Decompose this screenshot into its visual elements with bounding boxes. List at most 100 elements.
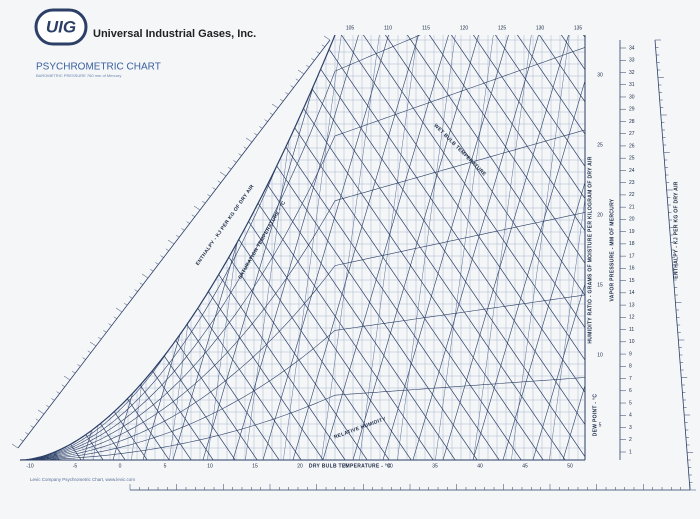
scale-tick (51, 398, 55, 401)
scale-tick (321, 44, 325, 48)
vapor-pressure-tick-label: 2 (629, 437, 632, 443)
vapor-pressure-tick-label: 7 (629, 376, 632, 382)
scale-tick (311, 58, 315, 61)
scale-tick (259, 126, 263, 129)
dry-bulb-tick-label: 20 (297, 463, 303, 469)
top-tick-label: 105 (346, 25, 355, 31)
grid-line (357, 35, 419, 460)
vapor-pressure-tick-label: 18 (629, 241, 635, 247)
humidity-tick-label: 20 (597, 212, 603, 218)
grid-line (379, 35, 511, 460)
grid-line (395, 35, 457, 460)
scale-tick (25, 432, 29, 435)
dry-bulb-tick-label: 10 (207, 463, 213, 469)
vapor-pressure-label: VAPOR PRESSURE - MM OF MERCURY (609, 198, 615, 301)
scale-tick (202, 200, 206, 204)
top-tick-label: 115 (422, 25, 430, 31)
scale-tick (89, 341, 97, 347)
scale-tick (37, 409, 45, 415)
dry-bulb-tick-label: 5 (164, 463, 167, 469)
grid-line (359, 35, 585, 460)
vapor-pressure-tick-label: 20 (629, 217, 635, 223)
dry-bulb-tick-label: -5 (73, 463, 78, 469)
vapor-pressure-tick-label: 9 (629, 351, 632, 357)
scale-tick (165, 248, 169, 252)
relative-humidity-curve (20, 294, 585, 460)
dry-bulb-tick-label: 15 (252, 463, 258, 469)
scale-tick (11, 443, 19, 449)
dry-bulb-tick-label: 35 (432, 463, 438, 469)
saturation-curve (19, 34, 336, 461)
relative-humidity-curve (20, 47, 585, 460)
vapor-pressure-tick-label: 24 (629, 168, 635, 174)
logo-ring (34, 8, 88, 46)
dry-bulb-label: DRY BULB TEMPERATURE - °C (309, 463, 391, 469)
scale-tick (98, 336, 102, 340)
vapor-pressure-tick-label: 32 (629, 70, 635, 76)
scale-tick (191, 214, 195, 218)
vapor-pressure-tick-label: 23 (629, 180, 635, 186)
grid-line (491, 35, 585, 460)
vapor-pressure-tick-label: 13 (629, 302, 635, 308)
scale-tick (228, 166, 232, 170)
humidity-tick-label: 30 (597, 72, 603, 78)
grid-line (319, 35, 451, 460)
scale-tick (176, 234, 180, 238)
footer: Levic Company Psychrometric Chart, www.l… (30, 477, 135, 482)
grid-line (547, 35, 585, 460)
scale-tick (115, 307, 123, 313)
dry-bulb-tick-label: 0 (119, 463, 122, 469)
scale-tick (129, 296, 133, 299)
scale-tick (269, 112, 273, 116)
vapor-pressure-tick-label: 1 (629, 449, 632, 455)
vapor-pressure-tick-label: 33 (629, 58, 635, 64)
scale-tick (323, 35, 331, 41)
scale-tick (113, 316, 117, 320)
relative-humidity-curve (20, 35, 585, 460)
scale-tick (193, 205, 201, 211)
scale-tick (160, 255, 164, 258)
grid-line (289, 35, 421, 460)
vapor-pressure-tick-label: 10 (629, 339, 635, 345)
humidity-tick-label: 15 (597, 282, 603, 288)
relative-humidity-curve (20, 212, 585, 460)
grid-line (403, 35, 585, 460)
top-tick-label: 135 (574, 25, 583, 31)
enthalpy-right-label: ENTHALPY - KJ PER KG OF DRY AIR (673, 181, 679, 278)
vapor-pressure-tick-label: 5 (629, 400, 632, 406)
scale-tick (150, 268, 154, 272)
grid-line (433, 35, 495, 460)
vapor-pressure-tick-label: 8 (629, 364, 632, 370)
company-name: Universal Industrial Gases, Inc. (93, 28, 256, 40)
vapor-pressure-tick-label: 16 (629, 266, 635, 272)
scale-tick (212, 187, 216, 190)
scale-tick (306, 64, 310, 68)
scale-tick (280, 98, 284, 102)
vapor-pressure-tick-label: 27 (629, 131, 635, 137)
grid-line (281, 35, 343, 460)
scale-tick (56, 391, 60, 394)
dew-point-label: DEW POINT - °C (592, 394, 598, 437)
vapor-pressure-tick-label: 11 (629, 327, 634, 333)
grid-line (499, 35, 585, 460)
top-tick-label: 130 (536, 25, 545, 31)
grid-line (439, 35, 571, 460)
humidity-tick-label: 10 (597, 352, 603, 358)
grid-line (315, 35, 585, 460)
top-tick-label: 120 (460, 25, 469, 31)
grid-line (471, 35, 533, 460)
scale-tick (295, 78, 299, 82)
grid-line (199, 35, 331, 460)
grid-line (529, 35, 585, 460)
vapor-pressure-tick-label: 31 (629, 82, 635, 88)
grid-line (469, 35, 585, 460)
vapor-pressure-tick-label: 34 (629, 45, 635, 51)
grid-line (425, 35, 585, 460)
scale-tick (217, 180, 221, 184)
scale-tick (87, 350, 91, 354)
vapor-pressure-tick-label: 17 (629, 253, 635, 259)
scale-tick (46, 404, 50, 408)
relative-humidity-curve (20, 129, 585, 460)
